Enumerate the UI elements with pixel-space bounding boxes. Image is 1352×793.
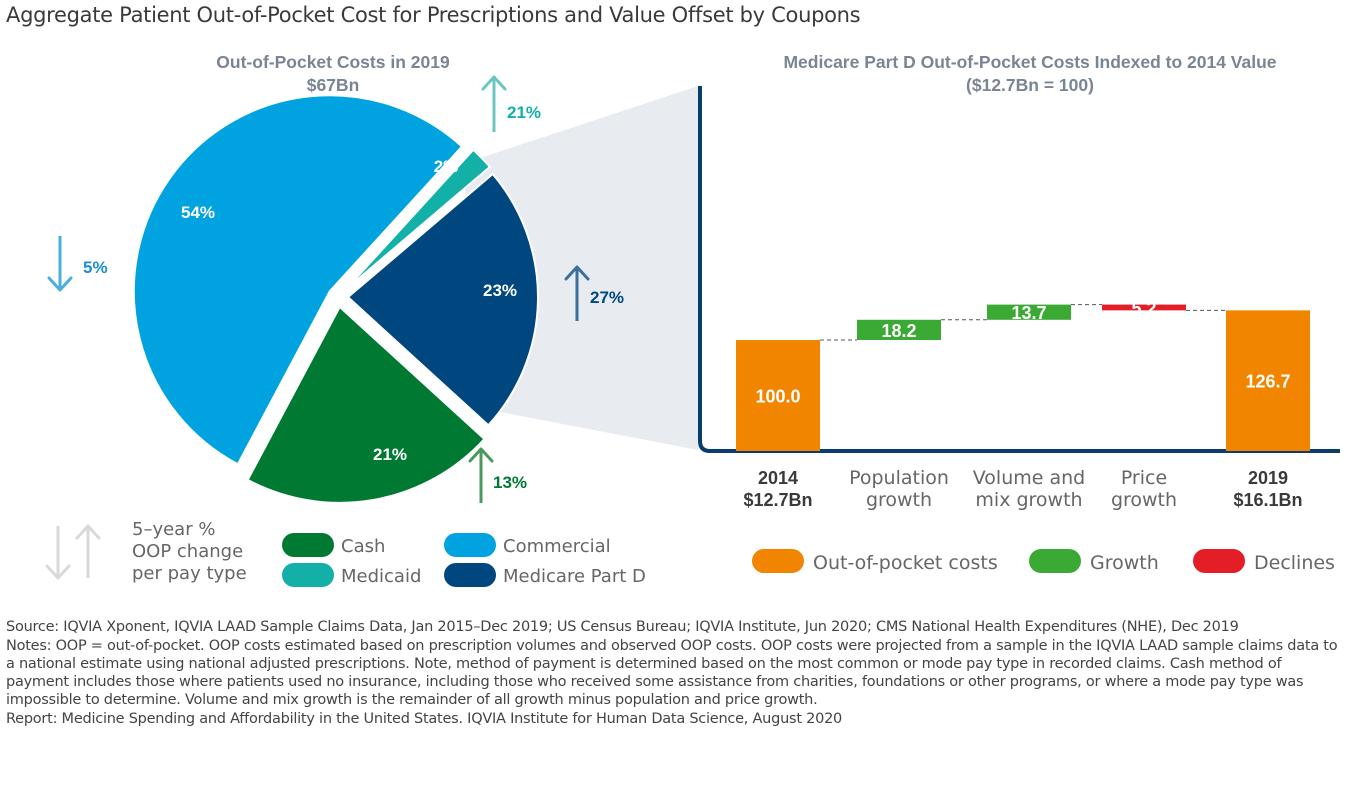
legend-label-medicare-part-d: Medicare Part D [503,566,646,587]
waterfall-bar-4 [1226,310,1310,451]
legend-swatch-medicare-part-d [444,563,496,587]
waterfall-category-label-1: Population [849,467,949,489]
waterfall-bar-0 [736,340,820,451]
main-title: Aggregate Patient Out-of-Pocket Cost for… [6,3,861,27]
waterfall-category-label-4: $16.1Bn [1233,490,1302,510]
pie-label-cash: 21% [373,445,407,464]
waterfall-value-label-0: 100.0 [755,387,800,407]
waterfall-category-label-3: Price [1121,467,1167,489]
waterfall-bar-1 [857,319,941,340]
change-arrow-medicaid [481,75,507,132]
waterfall-legend-label-0: Out-of-pocket costs [813,552,998,574]
change-arrow-cash-head [468,447,494,463]
pie-slice-medicaid [344,148,492,291]
change-label-medicare-part-d: 27% [590,288,624,307]
waterfall-legend-swatch-0 [752,549,804,573]
waterfall-category-label-3: growth [1111,489,1177,511]
waterfall-category-label-2: mix growth [975,489,1082,511]
footer-source: Source: IQVIA Xponent, IQVIA LAAD Sample… [6,619,1239,635]
waterfall-subtitle: ($12.7Bn = 100) [966,75,1094,95]
pie-title: Out-of-Pocket Costs in 2019 [216,52,450,72]
legend-label-cash: Cash [341,536,385,557]
pie-label-medicaid: 2% [434,157,459,176]
legend-change-label-line: 5–year % [132,519,215,540]
pie-slice-commercial [132,94,464,466]
change-arrow-commercial [47,236,73,292]
waterfall-bar-2 [987,304,1071,320]
legend-label-medicaid: Medicaid [341,566,421,587]
change-arrow-commercial-head [47,276,73,292]
legend-change-label-line: OOP change [132,541,243,562]
waterfall-value-label-1: 18.2 [881,321,916,341]
pie-label-commercial: 54% [181,203,215,222]
waterfall-category-label-0: 2014 [758,468,798,488]
waterfall-category-label-2: Volume and [973,467,1085,489]
change-label-commercial: 5% [83,258,108,277]
waterfall-bar-3 [1102,304,1186,311]
legend-up-arrow [75,524,101,578]
waterfall-value-label-2: 13.7 [1011,303,1046,323]
waterfall-axis [698,86,1340,453]
change-arrow-cash [468,447,494,503]
waterfall-legend-label-2: Declines [1254,552,1335,574]
waterfall-value-label-4: 126.7 [1245,372,1290,392]
waterfall-legend-swatch-2 [1193,549,1245,573]
change-arrow-medicare-part-d-head [564,265,590,281]
legend-swatch-medicaid [282,563,334,587]
waterfall-category-label-0: $12.7Bn [743,490,812,510]
legend-down-arrow [45,526,71,580]
waterfall-title: Medicare Part D Out-of-Pocket Costs Inde… [783,52,1276,72]
pie-slice-cash [246,305,486,504]
change-label-cash: 13% [493,473,527,492]
legend-swatch-commercial [444,533,496,557]
waterfall-legend-swatch-1 [1029,549,1081,573]
pie-subtitle: $67Bn [307,75,360,95]
waterfall-category-label-4: 2019 [1248,468,1288,488]
footer: Source: IQVIA Xponent, IQVIA LAAD Sample… [6,618,1344,729]
legend-change-label-line: per pay type [132,563,247,584]
legend-swatch-cash [282,533,334,557]
legend-label-commercial: Commercial [503,536,611,557]
legend-up-arrow-head [75,524,101,540]
legend-down-arrow-head [45,564,71,580]
waterfall-value-label-3: 5.2 [1131,298,1156,318]
change-label-medicaid: 21% [507,103,541,122]
pie-slice-medicare-part-d [346,172,539,427]
footer-report: Report: Medicine Spending and Affordabil… [6,711,843,727]
change-arrow-medicare-part-d [564,265,590,321]
footer-notes: Notes: OOP = out-of-pocket. OOP costs es… [6,638,1338,708]
waterfall-category-label-1: growth [866,489,932,511]
waterfall-legend-label-1: Growth [1090,552,1159,574]
change-arrow-medicaid-head [481,75,507,91]
chart-figure: 54% 2% 23% 21% Out-of-Pocket Costs in 2019 $6… [45,52,1340,587]
pie-label-medicare-part-d: 23% [483,281,517,300]
